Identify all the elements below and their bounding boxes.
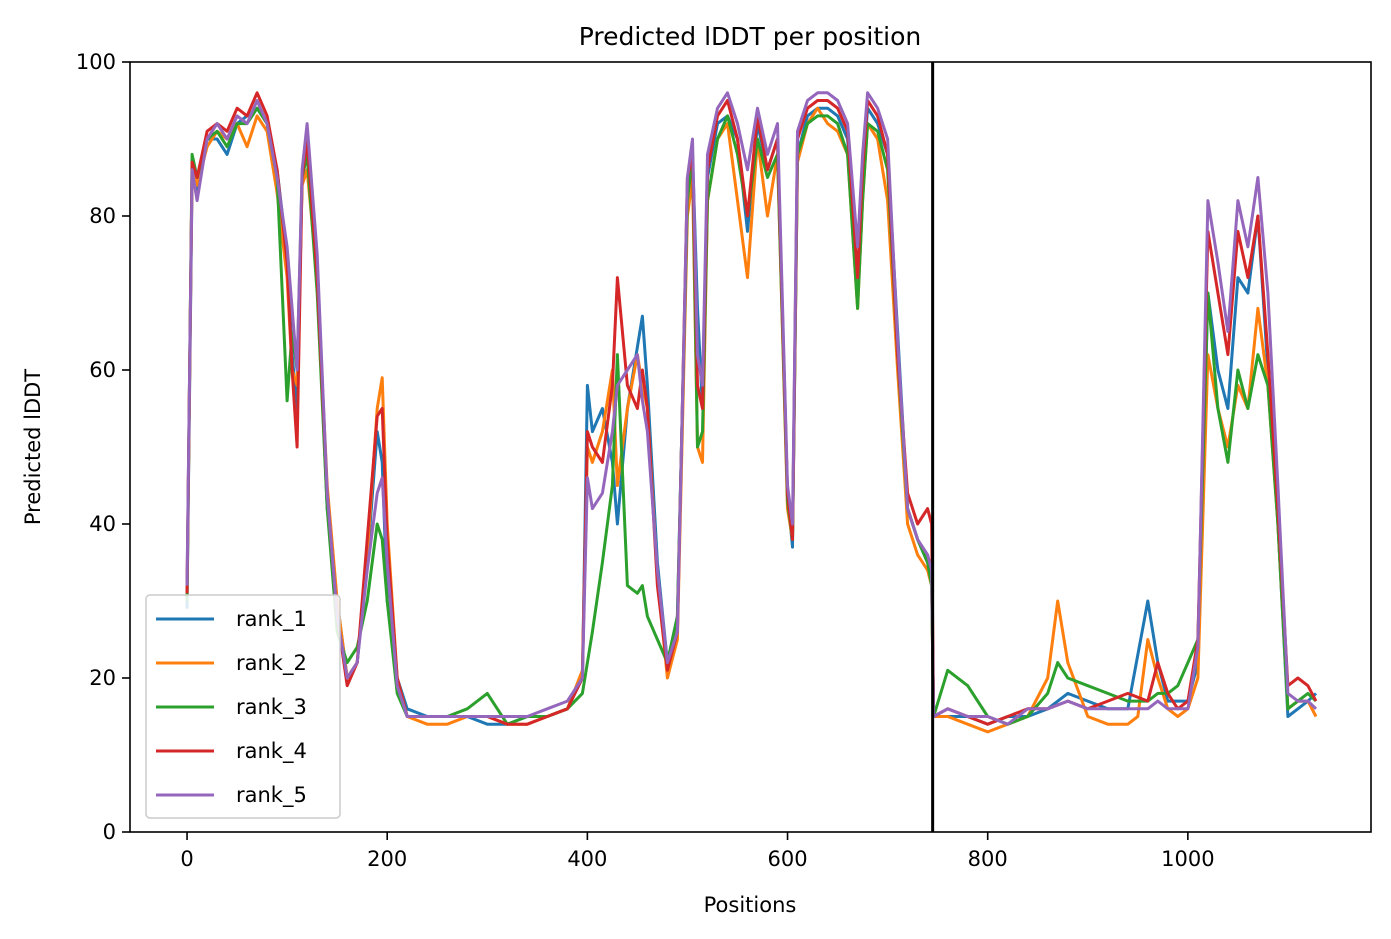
legend-label-rank-5: rank_5 <box>236 783 307 808</box>
series-line-rank-5 <box>185 91 1318 726</box>
y-axis-label: Predicted lDDT <box>21 369 45 525</box>
legend-label-rank-1: rank_1 <box>236 607 307 632</box>
legend: rank_1 rank_2 rank_3 rank_4 rank_5 <box>145 594 341 819</box>
y-axis-ticks: 0 20 40 60 80 100 <box>76 50 130 844</box>
series-line-rank-4 <box>185 91 1318 726</box>
x-tick-label: 200 <box>367 847 407 871</box>
x-tick-label: 800 <box>968 847 1008 871</box>
x-axis-ticks: 0 200 400 600 800 1000 <box>180 832 1215 871</box>
y-tick-label: 0 <box>103 820 116 844</box>
series-line-rank-1 <box>185 106 1318 726</box>
y-tick-label: 40 <box>89 512 116 536</box>
x-tick-label: 1000 <box>1161 847 1214 871</box>
x-tick-label: 600 <box>767 847 807 871</box>
legend-label-rank-2: rank_2 <box>236 651 307 676</box>
x-tick-label: 400 <box>567 847 607 871</box>
series-line-rank-2 <box>185 106 1318 734</box>
y-tick-label: 80 <box>89 204 116 228</box>
y-tick-label: 100 <box>76 50 116 74</box>
legend-label-rank-3: rank_3 <box>236 695 307 720</box>
series-layer <box>185 91 1318 734</box>
legend-label-rank-4: rank_4 <box>236 739 307 764</box>
x-tick-label: 0 <box>180 847 193 871</box>
chart-title: Predicted lDDT per position <box>579 22 921 51</box>
y-tick-label: 60 <box>89 358 116 382</box>
plot-area-frame <box>129 61 1372 833</box>
legend-box <box>145 594 341 819</box>
x-axis-label: Positions <box>704 893 797 917</box>
y-tick-label: 20 <box>89 666 116 690</box>
